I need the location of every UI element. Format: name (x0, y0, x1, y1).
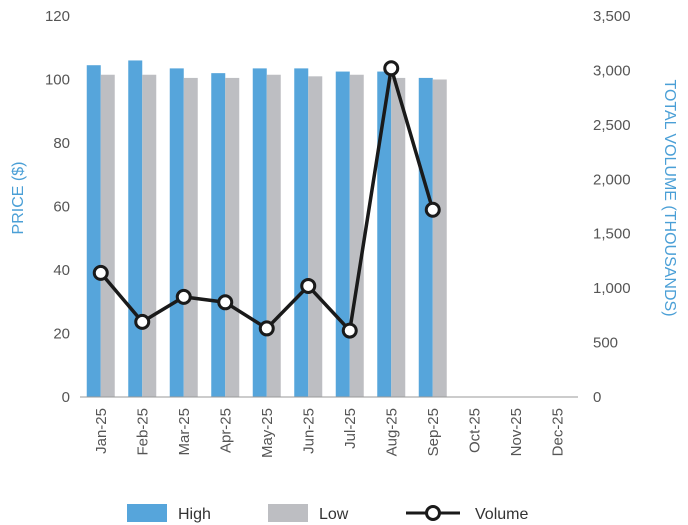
bar-low-apr-25 (225, 77, 240, 397)
left-axis-ticks: 0 20 40 60 80 100 120 (45, 8, 70, 406)
left-tick-label: 80 (53, 135, 70, 152)
bar-low-sep-25 (432, 79, 447, 397)
bar-low-aug-25 (391, 77, 406, 397)
bar-high-sep-25 (418, 77, 433, 397)
left-axis-title: PRICE ($) (10, 162, 27, 235)
legend-label-high: High (178, 506, 211, 523)
bar-low-feb-25 (142, 74, 157, 398)
right-tick-label: 500 (593, 335, 618, 352)
left-tick-label: 0 (62, 389, 70, 406)
bar-high-mar-25 (169, 68, 184, 397)
right-tick-label: 0 (593, 389, 601, 406)
bar-high-may-25 (252, 68, 267, 397)
volume-point-jun-25 (300, 277, 317, 294)
left-tick-label: 120 (45, 8, 70, 25)
right-tick-label: 3,000 (593, 62, 631, 79)
x-tick-label: Jul-25 (342, 408, 359, 449)
volume-point-may-25 (258, 320, 275, 337)
left-tick-label: 20 (53, 326, 70, 343)
volume-line-layer (92, 60, 441, 339)
x-tick-label: Sep-25 (425, 408, 442, 456)
volume-point-aug-25 (383, 60, 400, 77)
x-axis-ticks: Jan-25 Feb-25 Mar-25 Apr-25 May-25 Jun-25 Jul-… (93, 408, 567, 458)
right-axis-ticks: 0 500 1,000 1,500 2,000 2,500 3,000 3,500 (593, 8, 631, 406)
bar-high-feb-25 (128, 60, 143, 397)
x-tick-label: Mar-25 (176, 408, 193, 456)
right-tick-label: 2,000 (593, 171, 631, 188)
right-tick-label: 1,500 (593, 226, 631, 243)
volume-point-sep-25 (424, 201, 441, 218)
legend-label-volume: Volume (475, 506, 528, 523)
right-tick-label: 1,000 (593, 280, 631, 297)
bar-high-jun-25 (294, 68, 309, 397)
x-tick-label: Apr-25 (217, 408, 234, 453)
bar-low-mar-25 (183, 77, 198, 397)
bars-layer (86, 60, 447, 398)
x-tick-label: Feb-25 (134, 408, 151, 456)
legend: High Low Volume (127, 504, 528, 523)
legend-swatch-low (268, 504, 308, 522)
bar-high-apr-25 (211, 73, 226, 398)
volume-point-apr-25 (217, 294, 234, 311)
legend-label-low: Low (319, 506, 349, 523)
right-tick-label: 3,500 (593, 8, 631, 25)
right-axis-title: TOTAL VOLUME (THOUSANDS) (661, 79, 678, 316)
bar-low-jan-25 (100, 74, 115, 398)
volume-point-jul-25 (341, 322, 358, 339)
volume-point-mar-25 (175, 288, 192, 305)
volume-point-feb-25 (134, 313, 151, 330)
x-tick-label: Nov-25 (508, 408, 525, 456)
legend-swatch-volume-marker (425, 505, 441, 521)
left-tick-label: 40 (53, 262, 70, 279)
volume-point-jan-25 (92, 264, 109, 281)
left-tick-label: 60 (53, 199, 70, 216)
bar-low-may-25 (266, 74, 281, 398)
x-tick-label: Jan-25 (93, 408, 110, 454)
left-tick-label: 100 (45, 72, 70, 89)
x-tick-label: Aug-25 (383, 408, 400, 456)
x-tick-label: Jun-25 (300, 408, 317, 454)
bar-low-jun-25 (308, 76, 323, 397)
right-tick-label: 2,500 (593, 117, 631, 134)
x-tick-label: May-25 (259, 408, 276, 458)
bar-high-aug-25 (377, 71, 392, 397)
x-tick-label: Dec-25 (549, 408, 566, 456)
x-tick-label: Oct-25 (466, 408, 483, 453)
legend-swatch-high (127, 504, 167, 522)
bar-high-jul-25 (335, 71, 350, 397)
bar-low-jul-25 (349, 74, 364, 398)
bar-high-jan-25 (86, 65, 101, 398)
